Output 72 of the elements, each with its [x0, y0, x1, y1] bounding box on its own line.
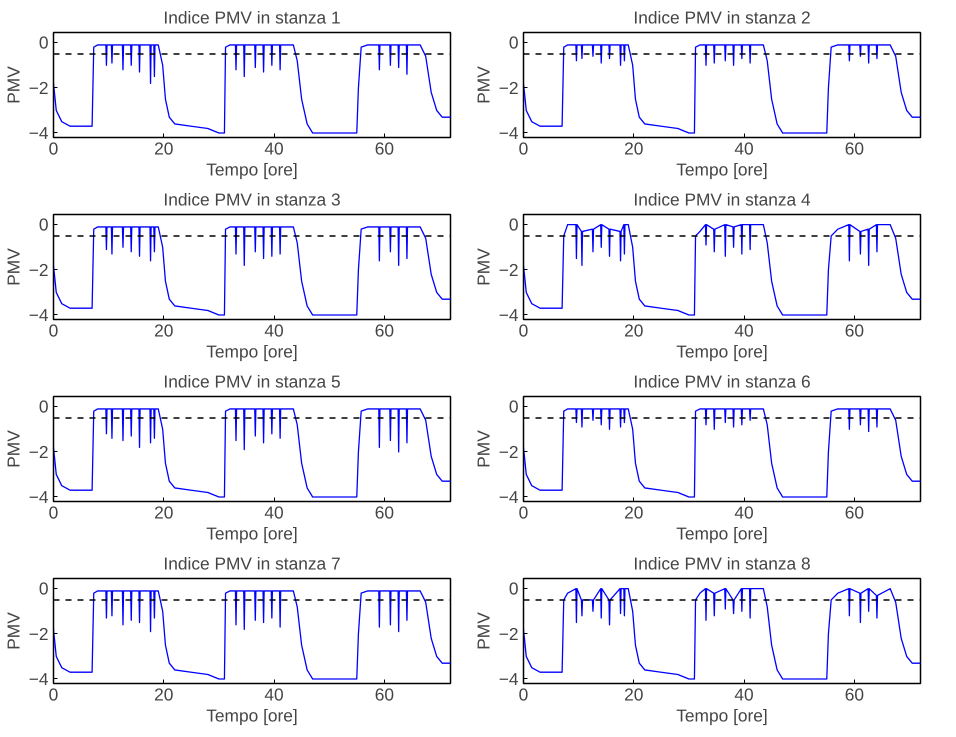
chart-title: Indice PMV in stanza 8 [633, 554, 811, 574]
y-axis-title: PMV [474, 430, 494, 468]
y-tick-label: −2 [498, 442, 519, 462]
x-tick-label: 20 [154, 502, 174, 522]
x-tick-label: 60 [374, 320, 394, 340]
x-tick-label: 40 [734, 320, 754, 340]
y-axis-title: PMV [474, 66, 494, 104]
y-axis-title: PMV [4, 66, 24, 104]
x-axis-title: Tempo [ore] [206, 524, 298, 544]
chart-title: Indice PMV in stanza 5 [163, 372, 341, 392]
x-tick-label: 40 [734, 502, 754, 522]
x-tick-label: 40 [264, 502, 284, 522]
x-tick-label: 20 [154, 138, 174, 158]
x-axis-title: Tempo [ore] [206, 342, 298, 362]
y-tick-label: −4 [498, 122, 519, 143]
x-axis-title: Tempo [ore] [676, 342, 768, 362]
x-tick-label: 40 [734, 684, 754, 704]
y-tick-label: −2 [28, 78, 49, 98]
x-tick-label: 20 [624, 684, 644, 704]
chart-title: Indice PMV in stanza 4 [633, 190, 811, 210]
x-tick-label: 40 [264, 138, 284, 158]
y-tick-label: −4 [28, 304, 49, 325]
y-tick-label: −2 [28, 624, 49, 644]
x-tick-label: 60 [844, 138, 864, 158]
x-tick-label: 40 [264, 320, 284, 340]
chart-title: Indice PMV in stanza 1 [163, 8, 341, 28]
x-axis-title: Tempo [ore] [206, 706, 298, 726]
x-axis-title: Tempo [ore] [676, 524, 768, 544]
y-tick-label: 0 [38, 396, 49, 417]
x-tick-label: 20 [154, 320, 174, 340]
y-tick-label: 0 [38, 578, 49, 599]
x-tick-label: 60 [374, 684, 394, 704]
x-tick-label: 20 [624, 138, 644, 158]
y-axis-title: PMV [474, 612, 494, 650]
y-tick-label: −2 [498, 624, 519, 644]
x-axis-title: Tempo [ore] [206, 160, 298, 180]
y-tick-label: 0 [508, 396, 519, 417]
y-tick-label: 0 [508, 578, 519, 599]
y-tick-label: −4 [28, 122, 49, 143]
y-tick-label: −4 [498, 668, 519, 689]
y-tick-label: −4 [28, 486, 49, 507]
y-tick-label: 0 [508, 214, 519, 235]
y-axis-title: PMV [474, 248, 494, 286]
y-axis-title: PMV [4, 430, 24, 468]
y-tick-label: −4 [28, 668, 49, 689]
chart-title: Indice PMV in stanza 2 [633, 8, 811, 28]
x-tick-label: 60 [844, 320, 864, 340]
chart-title: Indice PMV in stanza 3 [163, 190, 341, 210]
y-tick-label: −2 [28, 442, 49, 462]
y-tick-label: 0 [38, 214, 49, 235]
y-tick-label: −2 [498, 78, 519, 98]
y-tick-label: 0 [38, 32, 49, 53]
y-axis-title: PMV [4, 612, 24, 650]
y-axis-title: PMV [4, 248, 24, 286]
chart-title: Indice PMV in stanza 6 [633, 372, 811, 392]
chart-title: Indice PMV in stanza 7 [163, 554, 341, 574]
y-tick-label: −4 [498, 304, 519, 325]
x-axis-title: Tempo [ore] [676, 160, 768, 180]
x-tick-label: 20 [624, 502, 644, 522]
x-tick-label: 60 [374, 138, 394, 158]
y-tick-label: 0 [508, 32, 519, 53]
y-tick-label: −2 [498, 260, 519, 280]
x-axis-title: Tempo [ore] [676, 706, 768, 726]
x-tick-label: 60 [844, 684, 864, 704]
x-tick-label: 20 [624, 320, 644, 340]
x-tick-label: 40 [734, 138, 754, 158]
y-tick-label: −4 [498, 486, 519, 507]
y-tick-label: −2 [28, 260, 49, 280]
x-tick-label: 60 [844, 502, 864, 522]
x-tick-label: 20 [154, 684, 174, 704]
x-tick-label: 40 [264, 684, 284, 704]
x-tick-label: 60 [374, 502, 394, 522]
